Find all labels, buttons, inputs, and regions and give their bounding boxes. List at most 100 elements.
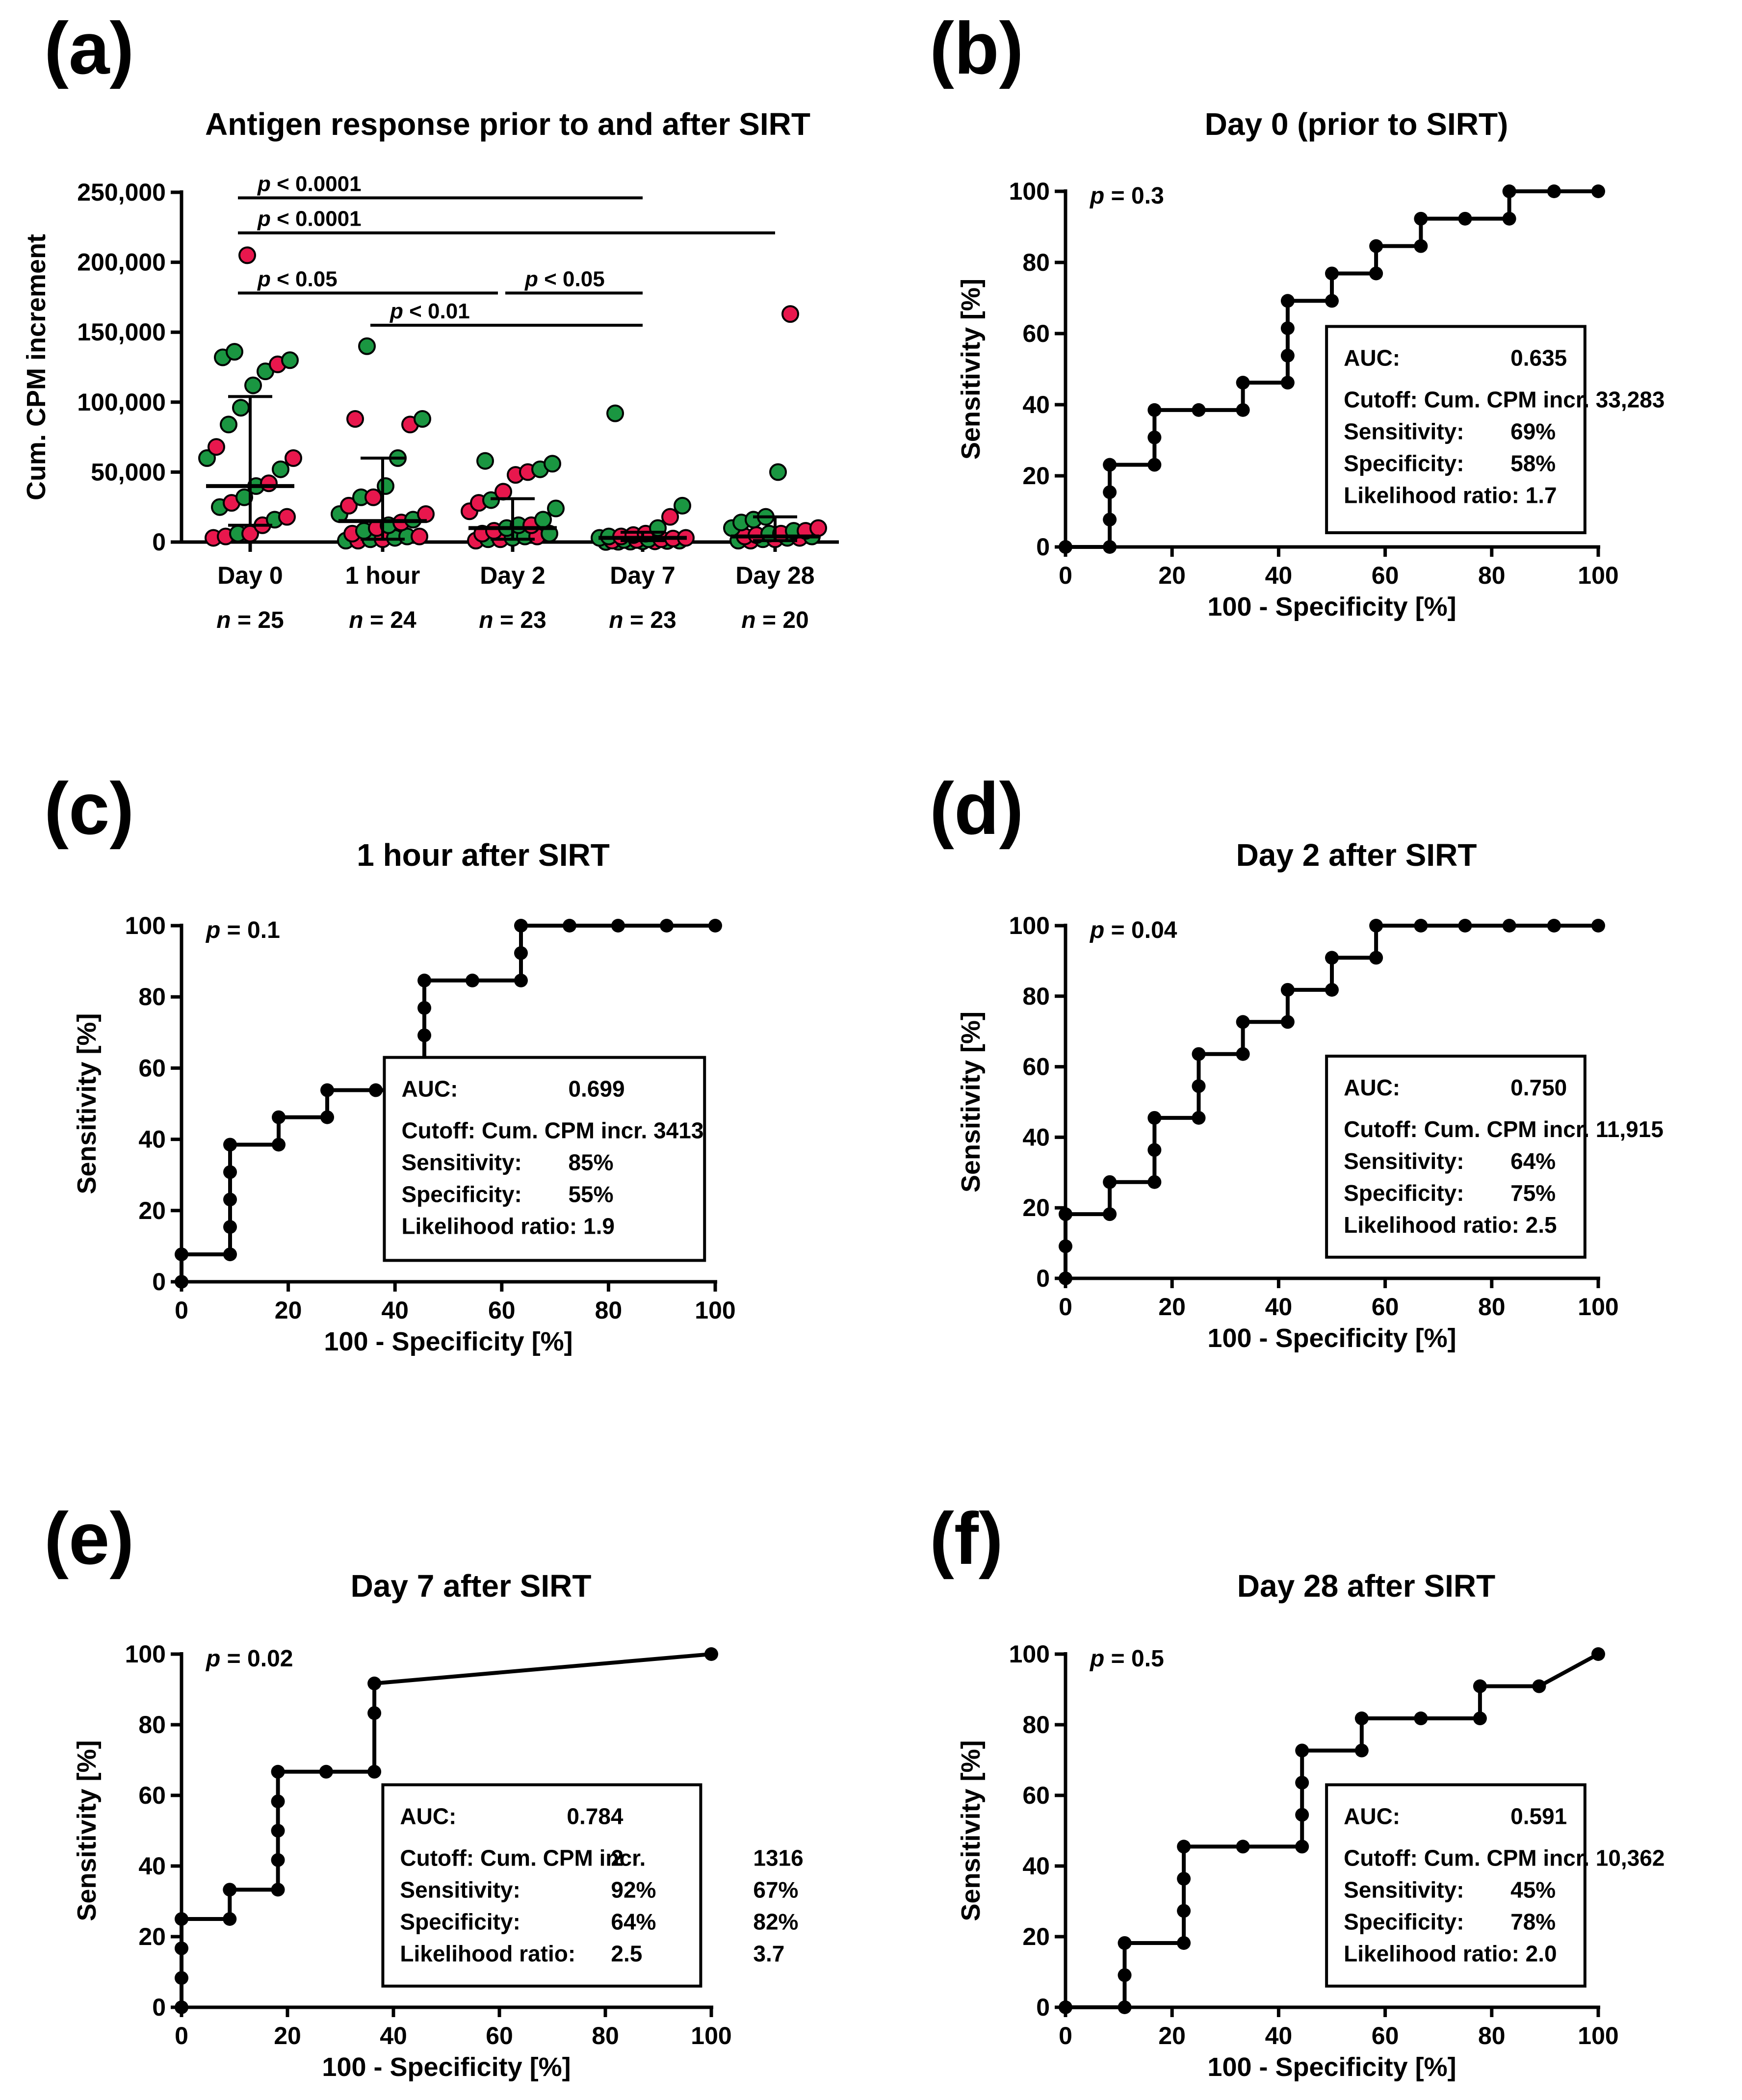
x-tick-label: 80 xyxy=(592,2022,619,2049)
roc-point xyxy=(1103,485,1117,499)
p-value-label: p = 0.5 xyxy=(1089,1646,1164,1672)
auc-label: AUC: xyxy=(1344,1075,1400,1100)
p-value-label-italic: p xyxy=(205,917,220,943)
y-tick-label: 20 xyxy=(138,1197,166,1224)
roc-point xyxy=(272,1110,286,1124)
x-tick-label: 60 xyxy=(1372,2022,1399,2049)
roc-point xyxy=(1280,376,1295,390)
stats-box: AUC: 0.784 Cutoff: Cum. CPM incr.2 1316 Sens… xyxy=(381,1783,804,1988)
y-axis-label: Sensitivity [%] xyxy=(72,1013,102,1194)
panel-a-label: (a) xyxy=(44,7,134,89)
y-tick-label: 0 xyxy=(1036,1265,1050,1292)
x-axis-label: 100 - Specificity [%] xyxy=(1207,1323,1456,1353)
data-point xyxy=(476,452,494,470)
p-value-label: p = 0.1 xyxy=(205,917,280,943)
panel-c-title: 1 hour after SIRT xyxy=(357,837,610,873)
roc-point xyxy=(1325,951,1339,965)
data-point xyxy=(547,499,565,518)
significance-label-italic: p xyxy=(524,267,538,291)
roc-point xyxy=(1369,266,1383,281)
panel-f-title: Day 28 after SIRT xyxy=(1237,1568,1495,1604)
x-tick-label: 100 xyxy=(1578,562,1618,589)
x-tick-label: 0 xyxy=(175,1296,188,1324)
significance-label-value: < 0.0001 xyxy=(271,172,362,196)
n-label-value: = 20 xyxy=(756,607,809,633)
x-axis-label: 100 - Specificity [%] xyxy=(1207,2052,1456,2082)
x-tick-label: 40 xyxy=(1265,562,1293,589)
y-tick-label: 150,000 xyxy=(77,318,166,346)
roc-point xyxy=(1103,1175,1117,1189)
roc-point xyxy=(175,1971,188,1985)
data-point xyxy=(272,460,289,478)
panel-e-title: Day 7 after SIRT xyxy=(351,1568,592,1604)
roc-point xyxy=(175,2000,188,2014)
roc-point xyxy=(1280,294,1295,308)
panel-a-chart: 0 50,000 100,000 150,000 200,000 250,000 Cum. … xyxy=(22,172,839,633)
roc-point xyxy=(1118,2000,1132,2014)
stats-row-label: Specificity: xyxy=(1344,451,1464,476)
x-tick-label: 40 xyxy=(381,1296,409,1324)
roc-point xyxy=(319,1764,333,1779)
n-label-italic: n xyxy=(216,607,231,633)
panel-b-chart: 0 20 40 60 80 100 0 20 40 60 80 100 100 - Specificit… xyxy=(956,178,1664,622)
roc-point xyxy=(367,1676,382,1690)
stats-row-value-2: 67% xyxy=(753,1877,798,1902)
stats-row-value: 85% xyxy=(568,1150,613,1175)
significance-label-italic: p xyxy=(390,299,403,323)
y-tick-label: 40 xyxy=(1022,1852,1050,1880)
y-axis-label: Sensitivity [%] xyxy=(956,1011,986,1193)
y-tick-label: 100,000 xyxy=(77,389,166,416)
x-tick-label: 0 xyxy=(175,2022,188,2049)
significance-label-value: < 0.05 xyxy=(538,267,605,291)
p-value-label-value: = 0.02 xyxy=(220,1646,293,1672)
stats-row-value: 78% xyxy=(1510,1909,1556,1934)
roc-point xyxy=(223,1883,237,1897)
data-point xyxy=(208,438,225,456)
roc-point xyxy=(708,919,722,933)
y-tick-label: 60 xyxy=(1022,1782,1050,1809)
roc-point xyxy=(1414,239,1428,253)
panel-c-chart: 0 20 40 60 80 100 0 20 40 60 80 100 100 - Specificit… xyxy=(72,912,736,1356)
roc-point xyxy=(1354,1743,1369,1758)
roc-point xyxy=(1236,1047,1250,1061)
significance-label-value: < 0.01 xyxy=(403,299,470,323)
panel-e-label: (e) xyxy=(44,1497,134,1580)
roc-point xyxy=(271,1824,285,1838)
roc-point xyxy=(1502,919,1516,933)
x-tick-label: Day 0 xyxy=(217,562,283,589)
panel-f-chart: 0 20 40 60 80 100 0 20 40 60 80 100 100 - Specificit… xyxy=(956,1640,1664,2082)
stats-row-value: 64% xyxy=(1510,1148,1556,1174)
auc-value: 0.699 xyxy=(568,1076,624,1102)
y-tick-label: 100 xyxy=(1009,912,1050,939)
roc-point xyxy=(1177,1904,1191,1918)
roc-point xyxy=(1177,1871,1191,1886)
n-label-italic: n xyxy=(479,607,493,633)
significance-label: p < 0.01 xyxy=(390,299,470,323)
roc-point xyxy=(1591,184,1605,198)
roc-point xyxy=(514,946,528,960)
stats-row-value-2: 82% xyxy=(753,1909,798,1934)
significance-label-italic: p xyxy=(257,267,271,291)
data-point xyxy=(235,488,253,506)
roc-point xyxy=(704,1647,718,1661)
data-point xyxy=(377,477,394,495)
stats-box-frame xyxy=(383,1056,706,1262)
y-tick-label: 60 xyxy=(1022,320,1050,347)
x-tick-label: 80 xyxy=(1478,2022,1506,2049)
roc-point xyxy=(1473,1711,1487,1726)
significance-label-value: < 0.0001 xyxy=(271,207,362,231)
roc-point xyxy=(1147,1111,1162,1125)
stats-row-value-2: 3.7 xyxy=(753,1941,784,1966)
y-tick-label: 40 xyxy=(1022,391,1050,418)
p-value-label-value: = 0.1 xyxy=(220,917,280,943)
data-point xyxy=(281,351,299,369)
data-point xyxy=(278,508,296,526)
x-tick-label: Day 2 xyxy=(480,562,545,589)
x-tick-label: 60 xyxy=(486,2022,513,2049)
roc-point xyxy=(1502,211,1516,226)
x-tick-label: 100 xyxy=(691,2022,731,2049)
y-tick-label: 0 xyxy=(1036,1994,1050,2021)
roc-point xyxy=(1192,1047,1206,1061)
stats-row-value-1: 2 xyxy=(611,1845,624,1870)
y-tick-label: 50,000 xyxy=(91,458,166,486)
